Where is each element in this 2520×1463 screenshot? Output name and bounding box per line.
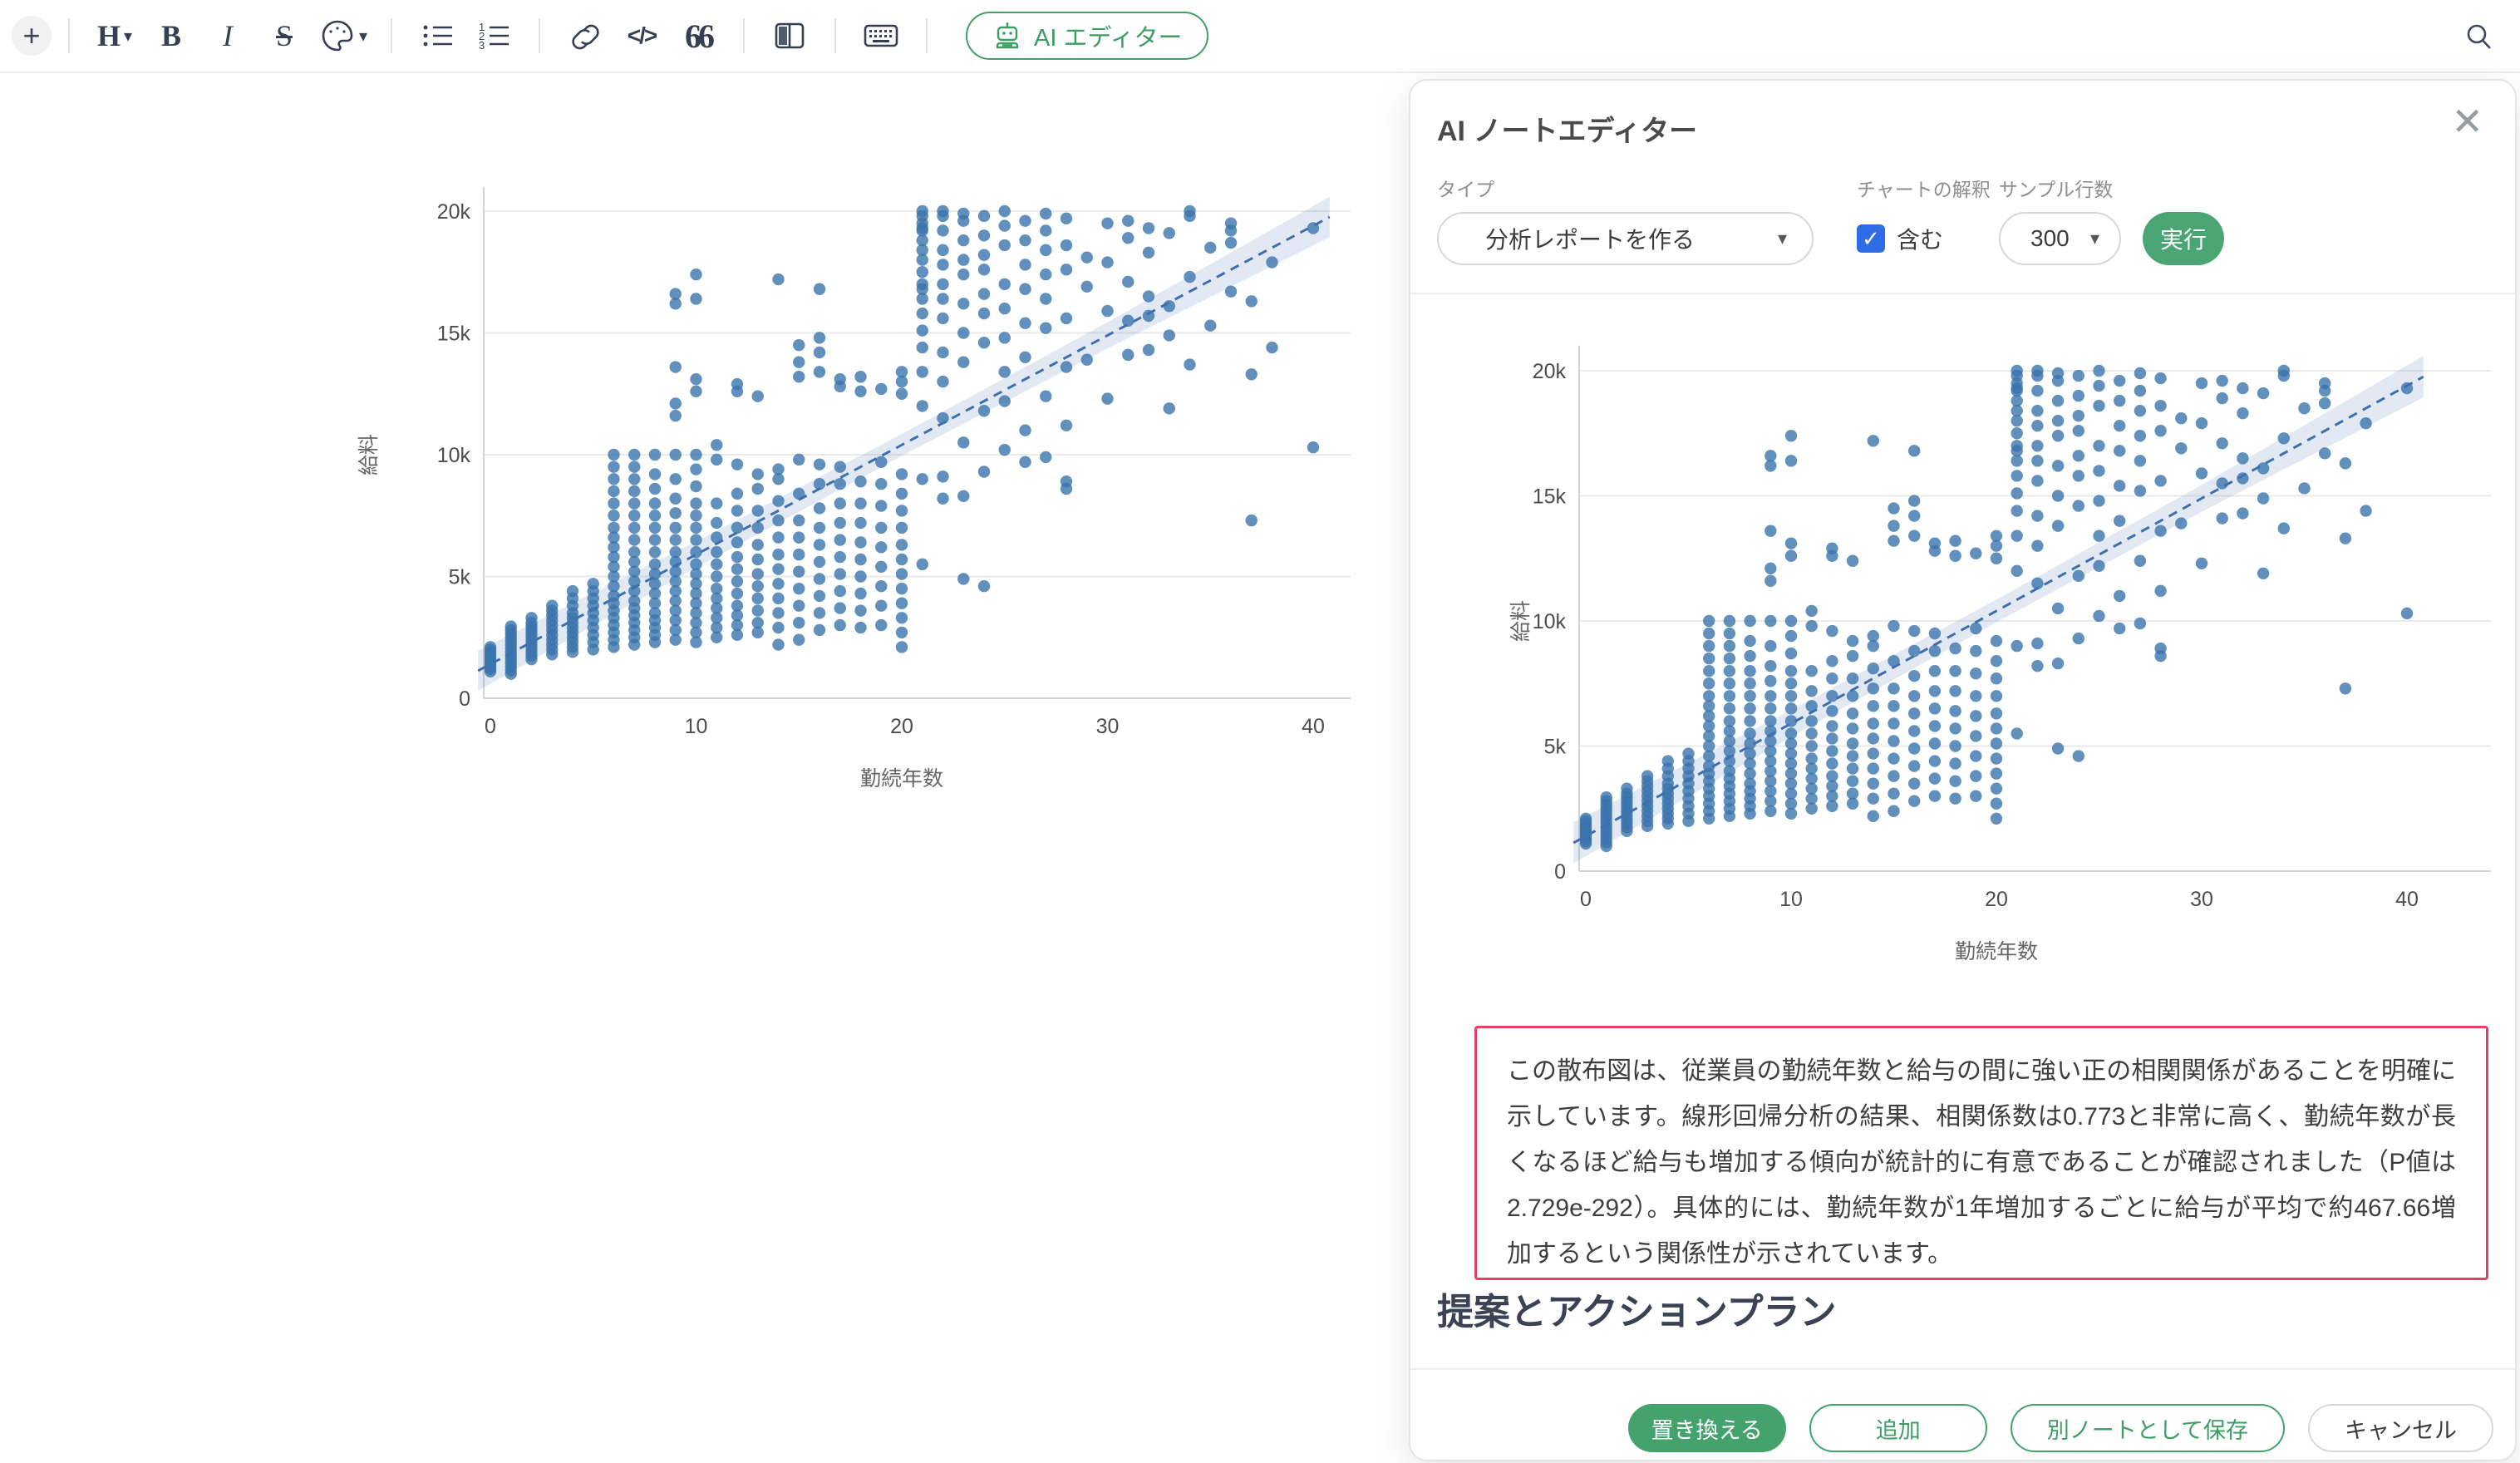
cancel-button[interactable]: キャンセル: [2308, 1404, 2493, 1452]
interpretation-checkbox[interactable]: ✓: [1857, 224, 1885, 253]
svg-text:10k: 10k: [1533, 610, 1567, 633]
toolbar-divider: [743, 18, 746, 53]
italic-icon: I: [223, 19, 233, 52]
numbered-list-button[interactable]: 1 2 3: [472, 12, 515, 59]
add-button[interactable]: 追加: [1809, 1404, 1987, 1452]
strikethrough-button[interactable]: S: [263, 12, 306, 59]
insert-block-button[interactable]: +: [12, 16, 52, 56]
svg-text:勤続年数: 勤続年数: [1955, 940, 2038, 963]
quote-icon: 66: [685, 17, 715, 55]
type-select-value: 分析レポートを作る: [1485, 227, 1696, 253]
ai-editor-button[interactable]: AI エディター: [966, 12, 1209, 60]
keyboard-button[interactable]: [859, 12, 903, 59]
bold-icon: B: [160, 19, 181, 52]
svg-text:20: 20: [1985, 888, 2008, 911]
toolbar-divider: [539, 18, 541, 53]
columns-button[interactable]: [768, 12, 811, 59]
svg-text:15k: 15k: [1533, 485, 1567, 509]
quote-button[interactable]: 66: [677, 12, 720, 59]
chevron-down-icon: ▾: [1777, 228, 1787, 249]
svg-text:10: 10: [1779, 888, 1803, 911]
toolbar-divider: [926, 18, 928, 53]
toolbar-divider: [391, 18, 393, 53]
type-select[interactable]: 分析レポートを作る ▾: [1437, 212, 1814, 265]
svg-text:0: 0: [485, 715, 496, 738]
replace-button[interactable]: 置き換える: [1627, 1404, 1786, 1452]
text-color-button[interactable]: ▾: [319, 12, 367, 59]
bulleted-list-icon: [423, 25, 453, 47]
check-icon: ✓: [1862, 225, 1880, 251]
link-icon: [572, 24, 599, 50]
strikethrough-icon: S: [275, 19, 293, 52]
toolbar-divider: [834, 18, 837, 53]
palette-icon: [322, 20, 353, 52]
svg-text:20: 20: [890, 715, 913, 738]
bold-button[interactable]: B: [150, 12, 193, 59]
svg-text:3: 3: [479, 39, 485, 52]
section-heading: 提案とアクションプラン: [1437, 1292, 1837, 1332]
scatter-chart-preview: 0 5k 10k 15k 20k 0 10 20 30 40 勤続年数 給料: [1509, 345, 2491, 963]
robot-icon: [996, 22, 1019, 49]
interpretation-label: チャートの解釈: [1857, 179, 1991, 200]
ai-note-editor-panel: AI ノートエディター ✕ タイプ チャートの解釈 サンプル行数 分析レポートを…: [1409, 79, 2517, 1461]
scatter-chart-editor: 0 5k 10k 15k 20k 0 10 20 30 40 勤続年数 給料: [357, 186, 1351, 791]
svg-text:0: 0: [1554, 860, 1566, 884]
sample-rows-select[interactable]: 300 ▾: [1999, 212, 2121, 265]
close-icon[interactable]: ✕: [2451, 100, 2483, 143]
svg-text:0: 0: [459, 687, 470, 711]
formatting-toolbar: + H ▾ B I S ▾ 1 2 3: [0, 0, 2520, 73]
chevron-down-icon: ▾: [123, 27, 133, 46]
svg-text:10: 10: [685, 715, 708, 738]
italic-button[interactable]: I: [206, 12, 249, 59]
svg-text:1: 1: [479, 21, 485, 33]
chevron-down-icon: ▾: [2089, 228, 2099, 249]
code-button[interactable]: </>: [620, 12, 663, 59]
type-label: タイプ: [1437, 179, 1494, 200]
svg-text:30: 30: [2190, 888, 2213, 911]
sample-rows-label: サンプル行数: [1999, 179, 2114, 200]
chevron-down-icon: ▾: [359, 27, 368, 46]
svg-text:給料: 給料: [357, 434, 381, 475]
svg-text:勤続年数: 勤続年数: [860, 767, 943, 791]
svg-text:5k: 5k: [449, 566, 471, 589]
search-icon: [2467, 24, 2491, 49]
ai-editor-label: AI エディター: [1034, 25, 1183, 52]
svg-text:2: 2: [479, 30, 485, 42]
search-button[interactable]: [2460, 18, 2498, 57]
panel-title: AI ノートエディター: [1437, 116, 1698, 147]
interpretation-checkbox-row: ✓ 含む: [1857, 222, 1943, 255]
svg-text:30: 30: [1096, 715, 1120, 738]
svg-text:5k: 5k: [1544, 736, 1567, 759]
heading-icon: H: [96, 19, 121, 52]
toolbar-divider: [68, 18, 70, 53]
chart-interpretation-highlight: この散布図は、従業員の勤続年数と給与の間に強い正の相関関係があることを明確に示し…: [1474, 1026, 2488, 1280]
numbered-list-icon: 1 2 3: [479, 21, 509, 52]
heading-button[interactable]: H ▾: [93, 12, 136, 59]
run-button[interactable]: 実行: [2143, 212, 2224, 265]
bulleted-list-button[interactable]: [416, 12, 459, 59]
footer-divider: [1410, 1368, 2515, 1370]
svg-text:20k: 20k: [437, 200, 471, 224]
svg-text:20k: 20k: [1533, 360, 1567, 383]
columns-icon: [775, 22, 805, 49]
panel-divider: [1410, 293, 2515, 294]
svg-text:40: 40: [2395, 888, 2419, 911]
link-button[interactable]: [564, 12, 607, 59]
interpretation-checkbox-label: 含む: [1897, 227, 1944, 253]
svg-text:0: 0: [1580, 888, 1592, 911]
svg-text:15k: 15k: [437, 323, 471, 346]
code-icon: </>: [627, 22, 658, 48]
sample-rows-value: 300: [2030, 225, 2070, 251]
svg-text:10k: 10k: [437, 444, 471, 467]
svg-text:給料: 給料: [1509, 600, 1533, 642]
plus-icon: +: [22, 18, 41, 52]
keyboard-icon: [864, 24, 898, 47]
save-as-new-note-button[interactable]: 別ノートとして保存: [2010, 1404, 2285, 1452]
analysis-text: この散布図は、従業員の勤続年数と給与の間に強い正の相関関係があることを明確に示し…: [1507, 1057, 2456, 1268]
svg-text:40: 40: [1302, 715, 1325, 738]
panel-footer: 置き換える 追加 別ノートとして保存 キャンセル: [1627, 1404, 2493, 1452]
